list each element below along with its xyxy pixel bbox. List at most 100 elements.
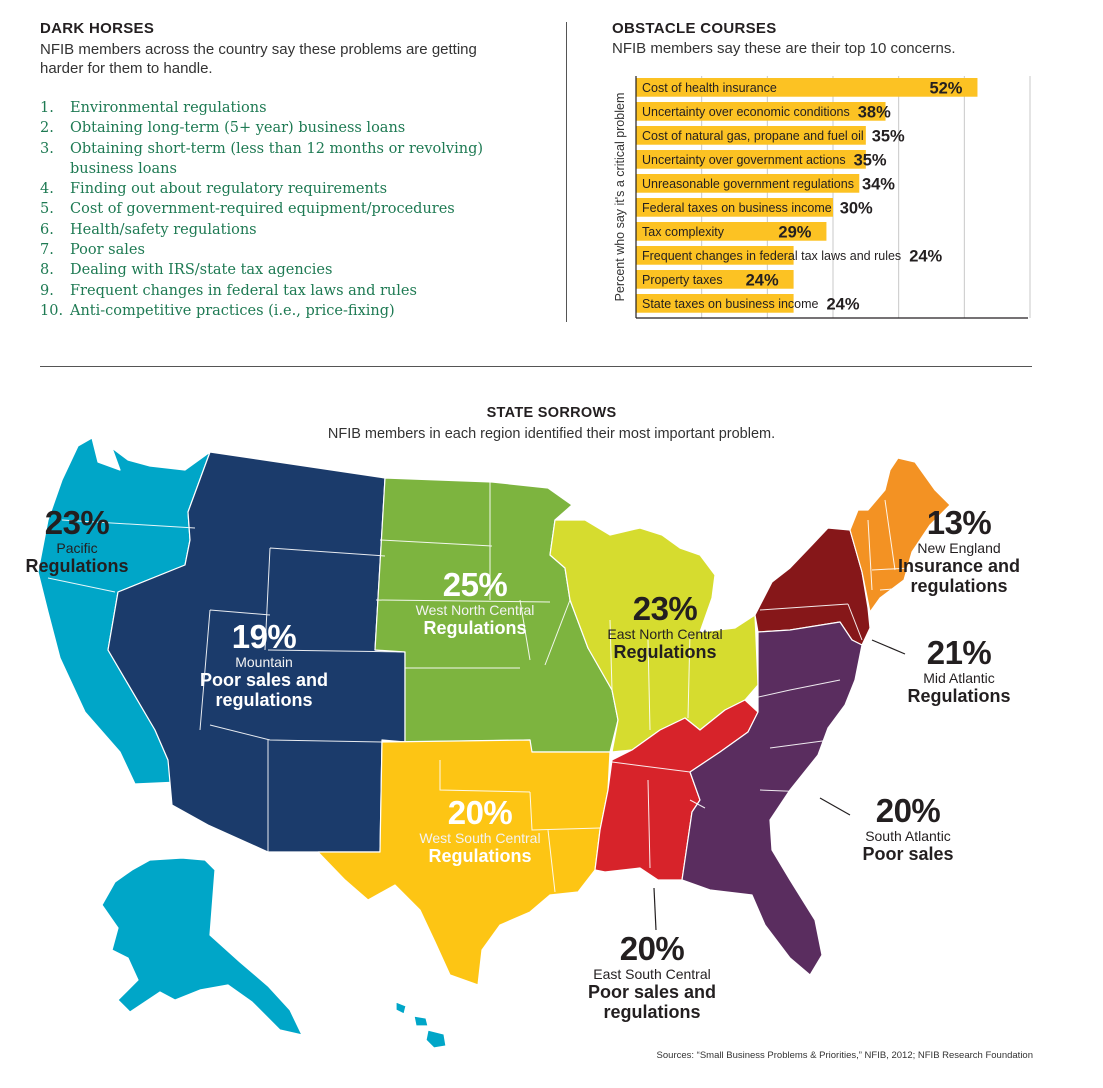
state-borders-ne	[867, 499, 911, 591]
list-item-text: Obtaining long-term (5+ year) business l…	[70, 120, 406, 137]
pacific-percent: 23%	[44, 504, 110, 541]
bar-value-label: 24%	[827, 295, 860, 313]
bar-value-label: 35%	[872, 127, 905, 145]
bar-value-label: 38%	[858, 103, 891, 121]
wnc-percent: 25%	[442, 566, 508, 603]
region-pacific-alaska	[101, 857, 303, 1036]
bar-value-label: 24%	[909, 247, 942, 265]
enc-name: East North Central	[607, 626, 723, 642]
bar-category-label: Frequent changes in federal tax laws and…	[642, 249, 901, 263]
sa-percent: 20%	[875, 792, 941, 829]
bar-value-label: 24%	[746, 271, 779, 289]
state-borders-wsc	[439, 760, 601, 893]
ne-name: New England	[917, 540, 1001, 556]
vertical-divider	[566, 22, 567, 322]
list-item-text: Environmental regulations	[70, 100, 267, 116]
list-item-text: Anti-competitive practices (i.e., price-…	[70, 302, 395, 319]
bar-category-label: Tax complexity	[642, 225, 725, 239]
ne-problem: Insurance and regulations	[897, 556, 1021, 596]
dark-horses-list-item: 8. Dealing with IRS/state tax agencies	[40, 260, 540, 280]
list-item-number: 4.	[40, 181, 54, 198]
bar	[636, 246, 794, 265]
list-item-text: Obtaining short-term (less than 12 month…	[70, 140, 484, 177]
bar	[636, 270, 794, 289]
bar-category-label: State taxes on business income	[642, 297, 819, 311]
dark-horses-list-item: 3. Obtaining short-term (less than 12 mon…	[40, 139, 540, 180]
leader-line-sa	[819, 797, 851, 816]
dark-horses-list-item: 9. Frequent changes in federal tax laws a…	[40, 281, 540, 301]
bar	[636, 198, 833, 217]
list-item-number: 1.	[40, 100, 54, 116]
leader-line-ma	[871, 639, 906, 655]
horizontal-divider	[40, 366, 1032, 367]
state-borders-pacific	[47, 519, 196, 593]
state-borders-wnc	[375, 482, 571, 669]
list-item-text: Health/safety regulations	[70, 221, 257, 238]
dark-horses-list: 1. Environmental regulations 2. Obtaining l…	[40, 98, 540, 321]
bar	[636, 102, 886, 121]
region-label-pacific: 23% Pacific Regulations	[8, 504, 146, 577]
region-label-ma: 21% Mid Atlantic Regulations	[896, 634, 1022, 707]
wnc-name: West North Central	[415, 602, 535, 618]
wnc-problem: Regulations	[423, 618, 527, 638]
list-item-number: 2.	[40, 120, 54, 137]
bar-value-label: 52%	[929, 79, 962, 97]
sources-note: Sources: “Small Business Problems & Prio…	[656, 1050, 1033, 1061]
mountain-name: Mountain	[235, 654, 293, 670]
ma-percent: 21%	[926, 634, 992, 671]
region-label-esc: 20% East South Central Poor sales and re…	[576, 930, 728, 1023]
dark-horses-list-item: 5. Cost of government-required equipment/…	[40, 199, 540, 219]
list-item-text: Finding out about regulatory requirement…	[70, 181, 388, 198]
obstacle-courses-title: OBSTACLE COURSES	[612, 20, 777, 37]
state-sorrows-subtitle: NFIB members in each region identified t…	[327, 426, 776, 442]
region-label-wsc: 20% West South Central Regulations	[404, 794, 556, 867]
state-borders-mountain	[199, 547, 406, 852]
region-label-mountain: 19% Mountain Poor sales and regulations	[188, 618, 340, 711]
esc-problem: Poor sales and regulations	[587, 982, 717, 1022]
dark-horses-list-item: 10. Anti-competitive practices (i.e., pri…	[40, 301, 540, 321]
bar	[636, 222, 827, 241]
bar-category-label: Unreasonable government regulations	[642, 177, 854, 191]
list-item-number: 6.	[40, 221, 54, 238]
state-borders-enc	[609, 619, 691, 731]
sa-name: South Atlantic	[865, 828, 951, 844]
dark-horses-subtitle: NFIB members across the country say thes…	[40, 41, 477, 77]
dark-horses-list-item: 4. Finding out about regulatory requireme…	[40, 179, 540, 199]
wsc-percent: 20%	[447, 794, 513, 831]
region-label-sa: 20% South Atlantic Poor sales	[846, 792, 970, 865]
bar	[636, 294, 794, 313]
list-item-text: Poor sales	[70, 242, 145, 259]
region-pacific-hawaii	[395, 1001, 447, 1049]
esc-percent: 20%	[619, 930, 685, 967]
list-item-number: 7.	[40, 242, 54, 259]
bar	[636, 126, 866, 145]
wsc-name: West South Central	[419, 830, 541, 846]
list-item-number: 8.	[40, 262, 54, 279]
concerns-bar-chart: Cost of health insurance 52% Uncertainty o…	[635, 76, 1031, 319]
bar-value-label: 29%	[778, 223, 811, 241]
pacific-name: Pacific	[56, 540, 98, 556]
bar-category-label: Uncertainty over economic conditions	[642, 105, 850, 119]
obstacle-courses-subtitle: NFIB members say these are their top 10 …	[612, 40, 956, 57]
list-item-number: 10.	[40, 302, 64, 319]
region-sa	[681, 621, 863, 976]
mountain-problem: Poor sales and regulations	[199, 670, 329, 710]
list-item-number: 5.	[40, 201, 54, 218]
mountain-percent: 19%	[231, 618, 297, 655]
bar-category-label: Cost of health insurance	[642, 81, 777, 95]
ne-percent: 13%	[926, 504, 992, 541]
bar-value-label: 34%	[862, 175, 895, 193]
region-label-wnc: 25% West North Central Regulations	[400, 566, 550, 639]
bar	[636, 78, 978, 97]
ma-problem: Regulations	[907, 686, 1011, 706]
ma-name: Mid Atlantic	[923, 670, 995, 686]
bar	[636, 150, 866, 169]
state-borders-ma	[759, 603, 863, 641]
leader-line-esc	[653, 887, 657, 931]
dark-horses-title: DARK HORSES	[40, 20, 155, 37]
bar-category-label: Federal taxes on business income	[642, 201, 832, 215]
region-label-enc: 23% East North Central Regulations	[595, 592, 735, 663]
state-borders-sa	[744, 679, 841, 881]
state-borders-esc	[611, 761, 706, 869]
